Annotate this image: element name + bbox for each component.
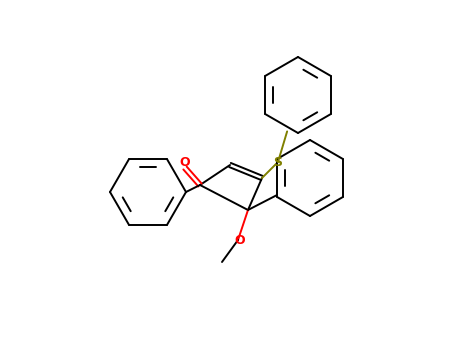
Text: O: O <box>235 233 245 246</box>
Text: O: O <box>180 156 190 169</box>
Text: S: S <box>273 155 283 168</box>
